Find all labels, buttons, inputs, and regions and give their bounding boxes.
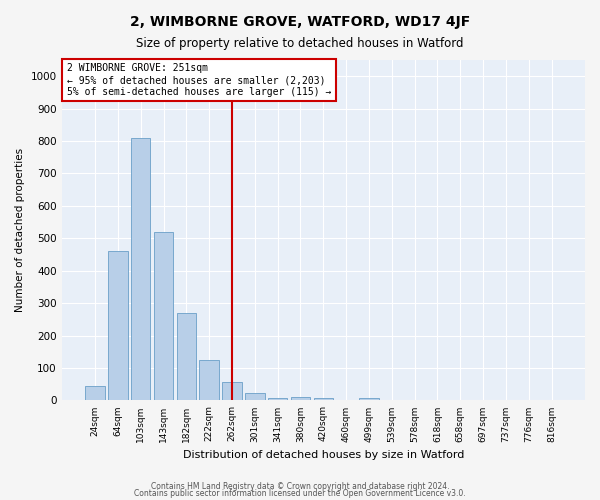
Bar — [176, 313, 196, 400]
Bar — [154, 232, 173, 400]
Bar — [131, 138, 151, 400]
Bar — [222, 382, 242, 400]
Text: Contains HM Land Registry data © Crown copyright and database right 2024.: Contains HM Land Registry data © Crown c… — [151, 482, 449, 491]
Bar — [291, 396, 310, 400]
Bar — [314, 398, 333, 400]
X-axis label: Distribution of detached houses by size in Watford: Distribution of detached houses by size … — [182, 450, 464, 460]
Bar — [85, 386, 105, 400]
Text: 2, WIMBORNE GROVE, WATFORD, WD17 4JF: 2, WIMBORNE GROVE, WATFORD, WD17 4JF — [130, 15, 470, 29]
Text: Size of property relative to detached houses in Watford: Size of property relative to detached ho… — [136, 38, 464, 51]
Bar — [199, 360, 219, 401]
Bar — [268, 398, 287, 400]
Text: 2 WIMBORNE GROVE: 251sqm
← 95% of detached houses are smaller (2,203)
5% of semi: 2 WIMBORNE GROVE: 251sqm ← 95% of detach… — [67, 64, 331, 96]
Text: Contains public sector information licensed under the Open Government Licence v3: Contains public sector information licen… — [134, 490, 466, 498]
Bar — [108, 252, 128, 400]
Y-axis label: Number of detached properties: Number of detached properties — [15, 148, 25, 312]
Bar — [359, 398, 379, 400]
Bar — [245, 394, 265, 400]
